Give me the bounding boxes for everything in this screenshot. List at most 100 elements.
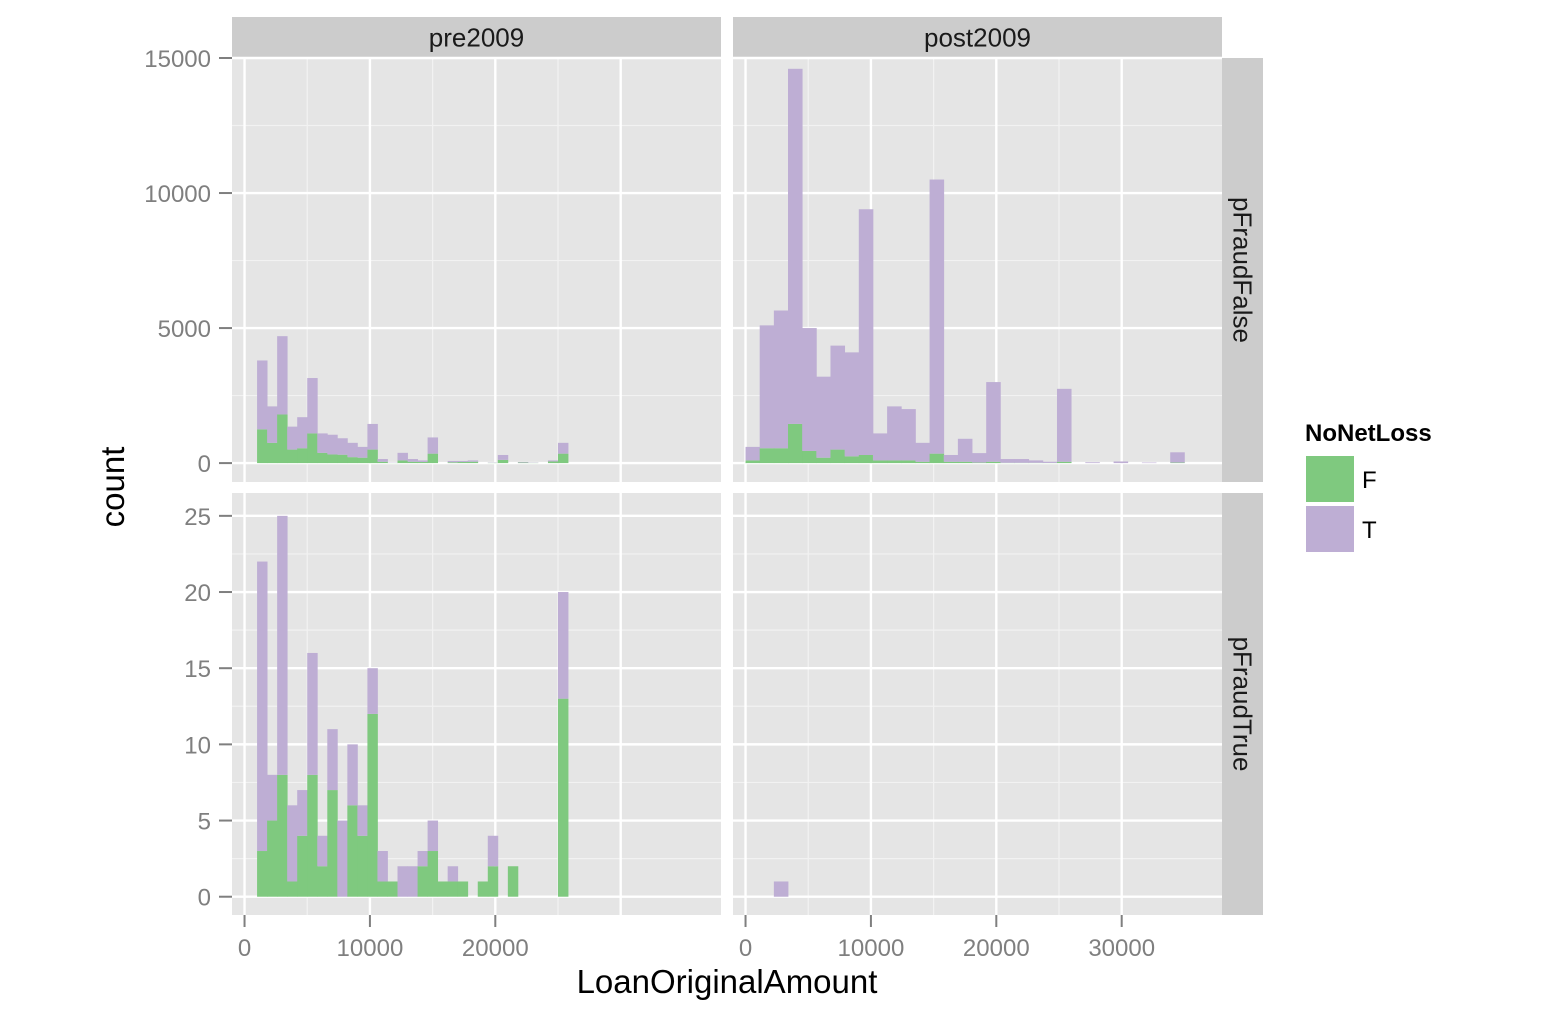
histogram-bar-F <box>317 866 328 897</box>
histogram-bar-F <box>558 698 569 897</box>
histogram-bar-F <box>257 851 268 897</box>
histogram-bar-F <box>558 453 569 464</box>
y-tick-label: 15000 <box>144 46 211 73</box>
histogram-bar-T <box>427 437 439 454</box>
histogram-bar-T <box>802 328 817 451</box>
histogram-bar-T <box>287 426 298 450</box>
histogram-bar-T <box>972 453 987 463</box>
histogram-bar-F <box>307 433 318 464</box>
histogram-bar-F <box>357 457 368 464</box>
histogram-bar-F <box>307 774 318 897</box>
histogram-bar-T <box>367 423 378 450</box>
x-tick-label: 0 <box>238 935 251 962</box>
histogram-bar-T <box>467 460 479 462</box>
histogram-bar-T <box>816 376 831 458</box>
plot-area: pre2009 post2009pFraudFalsepFraudTrue0500… <box>144 17 1263 962</box>
histogram-bar-T <box>327 434 338 455</box>
histogram-bar-T <box>1170 452 1185 463</box>
facet-strip-pre2009 <box>232 17 721 58</box>
histogram-bar-T <box>957 438 973 462</box>
histogram-bar-F <box>267 820 278 897</box>
histogram-bar-F <box>759 448 775 464</box>
histogram-bar-T <box>497 454 509 460</box>
histogram-bar-T <box>277 336 288 415</box>
x-tick-label: 10000 <box>838 935 905 962</box>
histogram-bar-T <box>367 668 378 714</box>
histogram-bar-F <box>517 462 529 464</box>
histogram-bar-F <box>929 453 945 464</box>
histogram-bar-F <box>802 450 817 464</box>
histogram-bar-T <box>267 406 278 443</box>
y-tick-label: 0 <box>198 885 211 912</box>
histogram-bar-F <box>457 462 469 464</box>
histogram-bar-F <box>427 453 439 464</box>
histogram-bar-F <box>986 461 1001 464</box>
histogram-bar-F <box>457 881 469 897</box>
histogram-bar-T <box>872 433 888 461</box>
histogram-bar-F <box>467 461 479 464</box>
histogram-bar-F <box>277 774 288 897</box>
histogram-bar-F <box>887 460 902 464</box>
histogram-bar-F <box>943 461 959 464</box>
histogram-bar-T <box>457 460 469 463</box>
facet-strip-label-pFraudFalse: pFraudFalse <box>1228 197 1258 343</box>
histogram-bar-T <box>377 459 388 462</box>
histogram-bar-F <box>297 835 308 897</box>
histogram-bar-F <box>972 462 987 464</box>
histogram-bar-F <box>387 881 398 897</box>
histogram-bar-T <box>986 382 1001 462</box>
x-tick-label: 10000 <box>337 935 404 962</box>
histogram-bar-T <box>915 442 930 462</box>
histogram-bar-T <box>347 744 358 806</box>
histogram-bar-T <box>267 774 278 821</box>
histogram-bar-T <box>759 325 775 449</box>
histogram-bar-F <box>547 461 559 464</box>
legend-title: NoNetLoss <box>1305 420 1432 447</box>
histogram-bar-F <box>858 454 874 464</box>
histogram-bar-T <box>327 729 338 791</box>
histogram-bar-T <box>347 442 358 458</box>
histogram-bar-T <box>547 460 559 462</box>
histogram-bar-T <box>357 446 368 458</box>
histogram-bar-F <box>287 881 298 897</box>
histogram-bar-F <box>477 881 489 897</box>
x-tick-label: 0 <box>739 935 752 962</box>
histogram-bar-T <box>1113 461 1129 464</box>
histogram-bar-T <box>788 68 803 424</box>
histogram-bar-T <box>397 452 408 461</box>
x-axis-title: LoanOriginalAmount <box>577 963 878 1000</box>
histogram-bar-F <box>267 442 278 464</box>
histogram-bar-T <box>447 866 459 882</box>
histogram-bar-T <box>487 835 499 867</box>
histogram-bar-T <box>773 881 789 897</box>
legend-key-T <box>1304 504 1356 554</box>
facet-strip-label-post2009: post2009 <box>924 23 1031 53</box>
y-tick-label: 0 <box>198 451 211 478</box>
histogram-bar-F <box>407 461 418 464</box>
histogram-bar-F <box>957 461 973 464</box>
y-axis-title: count <box>94 447 131 528</box>
histogram-bar-T <box>844 352 860 457</box>
histogram-bar-T <box>297 790 308 836</box>
histogram-bar-T <box>901 409 916 461</box>
histogram-bar-T <box>287 805 298 882</box>
histogram-bar-F <box>367 449 378 464</box>
histogram-bar-T <box>297 417 308 449</box>
histogram-bar-T <box>447 460 459 463</box>
histogram-bar-F <box>745 460 761 464</box>
histogram-bar-T <box>357 805 368 836</box>
histogram-bar-T <box>257 360 268 430</box>
histogram-bar-F <box>417 866 428 897</box>
histogram-bar-T <box>307 378 318 434</box>
histogram-bar-T <box>929 179 945 454</box>
histogram-bar-T <box>337 438 348 455</box>
histogram-bar-T <box>1141 462 1157 464</box>
histogram-bar-F <box>1170 462 1185 464</box>
histogram-bar-F <box>872 460 888 464</box>
y-tick-label: 5 <box>198 809 211 836</box>
panel-background-post2009-pFraudTrue <box>733 493 1222 915</box>
histogram-bar-F <box>417 462 428 464</box>
histogram-bar-F <box>773 448 789 464</box>
histogram-bar-T <box>317 433 328 453</box>
legend-label-F: F <box>1362 467 1377 494</box>
